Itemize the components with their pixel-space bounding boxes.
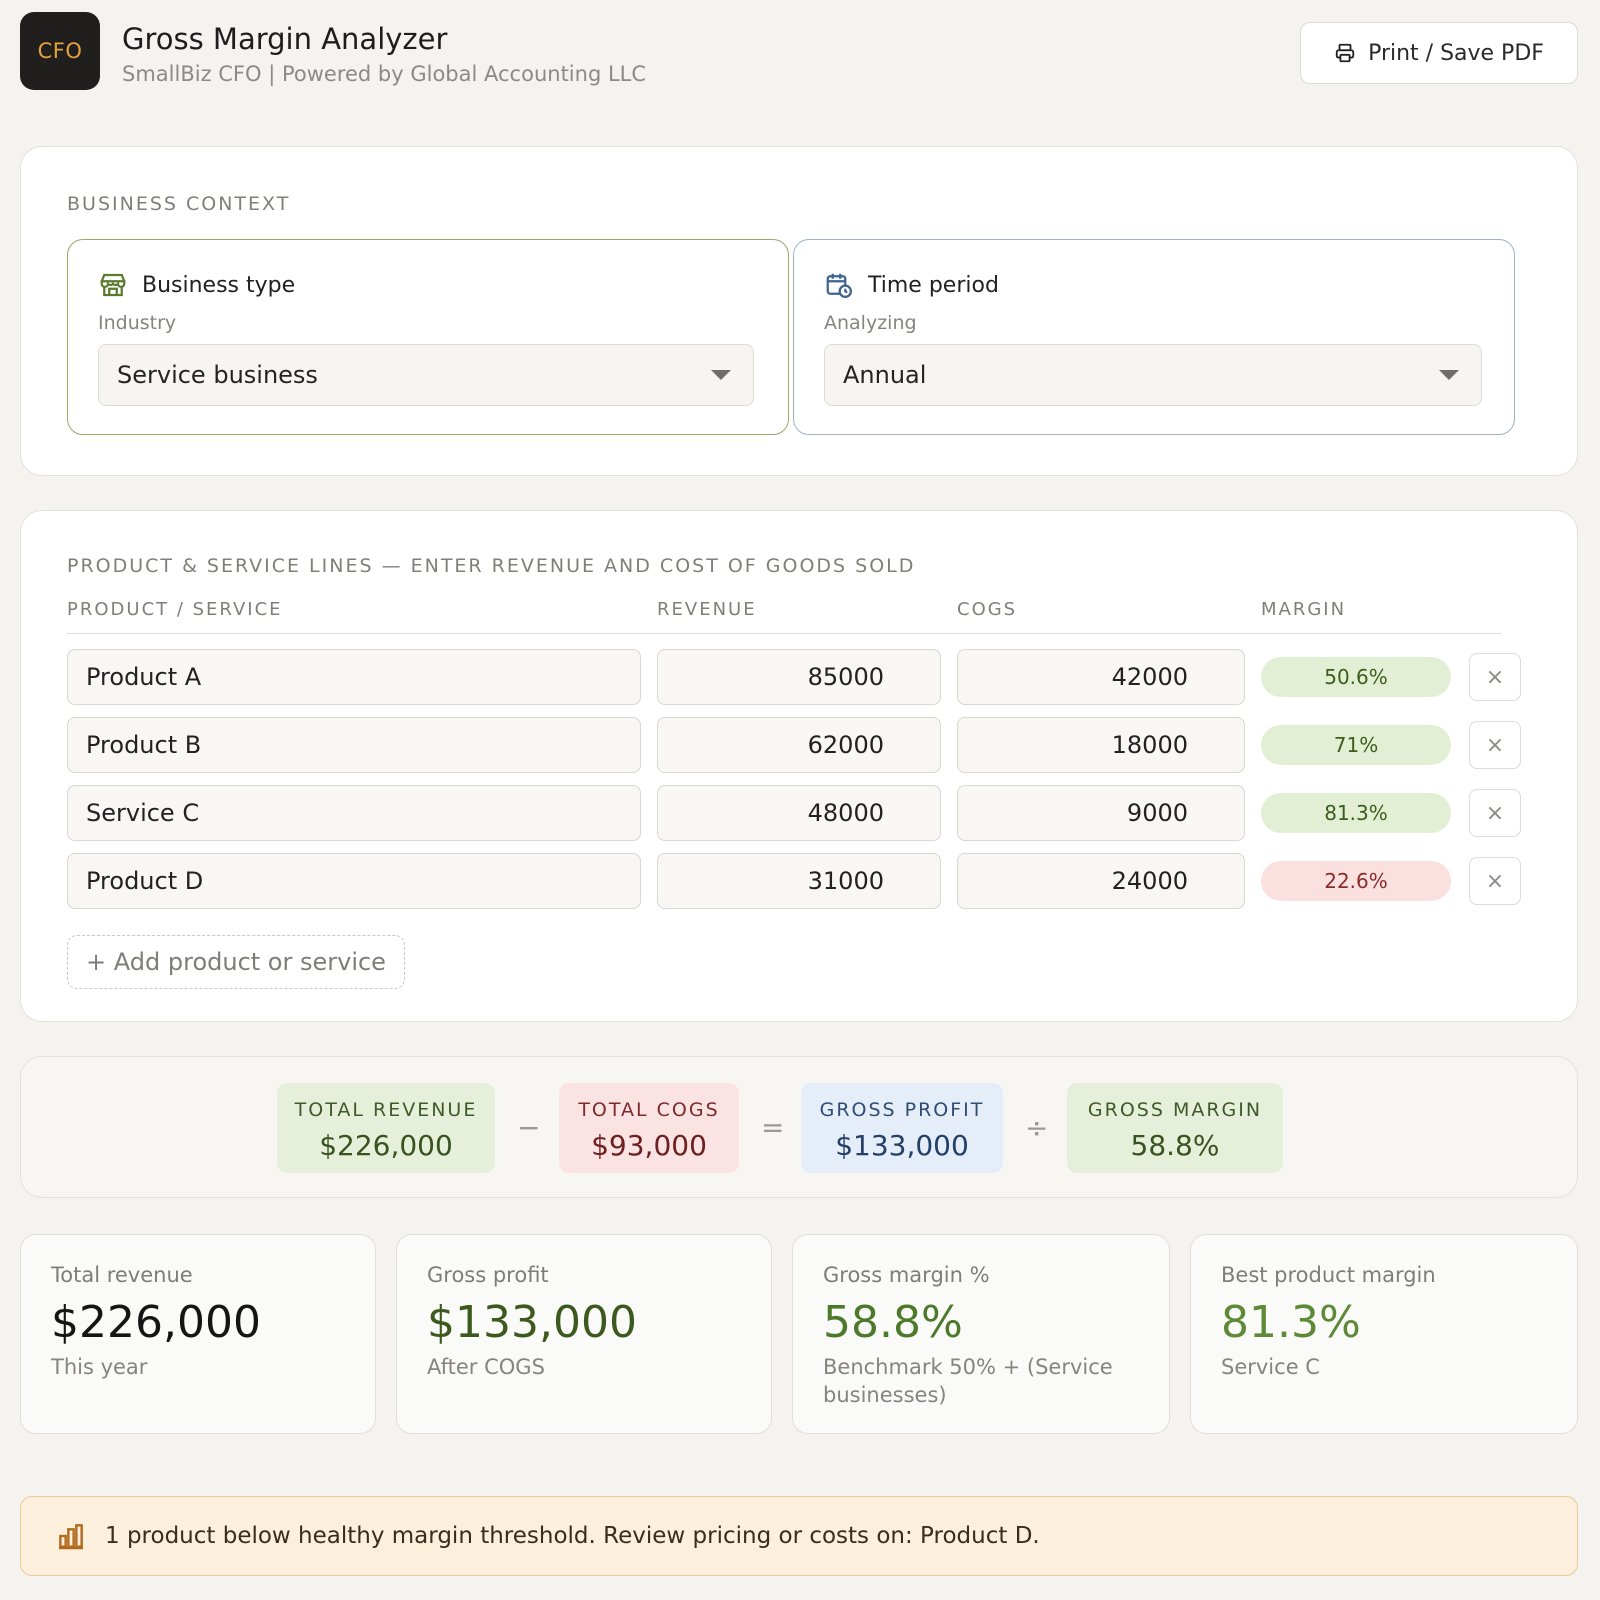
close-icon: × [1485, 664, 1505, 690]
column-header-revenue: REVENUE [657, 599, 757, 620]
stat-card-gross-profit: Gross profit $133,000 After COGS [396, 1234, 772, 1434]
app-subtitle: SmallBiz CFO | Powered by Global Account… [122, 62, 647, 86]
bar-chart-icon [59, 1524, 83, 1550]
product-name-input[interactable]: Product A [67, 649, 641, 705]
stat-label: Best product margin [1221, 1263, 1436, 1287]
printer-icon [1335, 43, 1355, 63]
table-row: Product B 62000 18000 71% × [21, 717, 1577, 773]
equals-operator: = [761, 1111, 785, 1144]
stat-value: 81.3% [1221, 1297, 1361, 1348]
business-type-panel: Business type Industry Service business [67, 239, 789, 435]
stat-card-gross-margin: Gross margin % 58.8% Benchmark 50% + (Se… [792, 1234, 1170, 1434]
time-period-title: Time period [868, 272, 999, 298]
close-icon: × [1485, 868, 1505, 894]
business-type-select[interactable]: Service business [98, 344, 754, 406]
column-header-product: PRODUCT / SERVICE [67, 599, 283, 620]
stat-label: Gross profit [427, 1263, 549, 1287]
gross-margin-box: GROSS MARGIN 58.8% [1067, 1083, 1283, 1173]
revenue-input[interactable]: 48000 [657, 785, 941, 841]
logo-text: CFO [37, 39, 83, 63]
total-revenue-value: $226,000 [319, 1129, 453, 1162]
total-revenue-box: TOTAL REVENUE $226,000 [277, 1083, 495, 1173]
time-period-select[interactable]: Annual [824, 344, 1482, 406]
stat-note: This year [51, 1355, 148, 1379]
header-divider [67, 633, 1501, 634]
table-row: Product A 85000 42000 50.6% × [21, 649, 1577, 705]
cogs-input[interactable]: 24000 [957, 853, 1245, 909]
column-header-cogs: COGS [957, 599, 1018, 620]
chevron-down-icon [711, 370, 731, 380]
table-row: Product D 31000 24000 22.6% × [21, 853, 1577, 909]
stat-note: After COGS [427, 1355, 545, 1379]
time-period-value: Annual [843, 361, 927, 389]
stat-card-best-margin: Best product margin 81.3% Service C [1190, 1234, 1578, 1434]
product-lines-label: PRODUCT & SERVICE LINES — ENTER REVENUE … [67, 555, 916, 577]
stat-value: $226,000 [51, 1297, 261, 1348]
revenue-input[interactable]: 31000 [657, 853, 941, 909]
margin-badge: 22.6% [1261, 861, 1451, 901]
time-period-header: Time period [824, 270, 999, 300]
app-title: Gross Margin Analyzer [122, 22, 448, 56]
business-type-title: Business type [142, 272, 296, 298]
total-cogs-value: $93,000 [591, 1129, 707, 1162]
time-period-panel: Time period Analyzing Annual [793, 239, 1515, 435]
gross-profit-label: GROSS PROFIT [819, 1099, 985, 1121]
table-row: Service C 48000 9000 81.3% × [21, 785, 1577, 841]
margin-badge: 50.6% [1261, 657, 1451, 697]
cogs-input[interactable]: 42000 [957, 649, 1245, 705]
stat-value: $133,000 [427, 1297, 637, 1348]
stat-label: Total revenue [51, 1263, 193, 1287]
close-icon: × [1485, 800, 1505, 826]
storefront-icon [100, 273, 126, 297]
business-type-header: Business type [98, 270, 295, 300]
total-cogs-label: TOTAL COGS [578, 1099, 720, 1121]
remove-row-button[interactable]: × [1469, 789, 1521, 837]
industry-label: Industry [98, 312, 177, 334]
business-context-label: BUSINESS CONTEXT [67, 193, 291, 215]
remove-row-button[interactable]: × [1469, 653, 1521, 701]
remove-row-button[interactable]: × [1469, 857, 1521, 905]
divide-operator: ÷ [1025, 1111, 1049, 1144]
business-type-value: Service business [117, 361, 318, 389]
revenue-input[interactable]: 62000 [657, 717, 941, 773]
margin-badge: 81.3% [1261, 793, 1451, 833]
stat-label: Gross margin % [823, 1263, 990, 1287]
minus-operator: − [517, 1111, 541, 1144]
product-name-input[interactable]: Product D [67, 853, 641, 909]
print-button[interactable]: Print / Save PDF [1300, 22, 1578, 84]
stat-value: 58.8% [823, 1297, 963, 1348]
total-cogs-box: TOTAL COGS $93,000 [559, 1083, 739, 1173]
cogs-input[interactable]: 9000 [957, 785, 1245, 841]
stat-card-total-revenue: Total revenue $226,000 This year [20, 1234, 376, 1434]
column-header-margin: MARGIN [1261, 599, 1347, 620]
margin-badge: 71% [1261, 725, 1451, 765]
revenue-input[interactable]: 85000 [657, 649, 941, 705]
close-icon: × [1485, 732, 1505, 758]
analyzing-label: Analyzing [824, 312, 917, 334]
gross-margin-value: 58.8% [1130, 1129, 1220, 1162]
gross-profit-value: $133,000 [835, 1129, 969, 1162]
margin-alert: 1 product below healthy margin threshold… [20, 1496, 1578, 1576]
cogs-input[interactable]: 18000 [957, 717, 1245, 773]
stat-note: Benchmark 50% + (Service businesses) [823, 1355, 1113, 1407]
print-button-label: Print / Save PDF [1368, 40, 1544, 66]
gross-margin-label: GROSS MARGIN [1087, 1099, 1263, 1121]
calendar-clock-icon [826, 273, 852, 298]
product-name-input[interactable]: Service C [67, 785, 641, 841]
product-name-input[interactable]: Product B [67, 717, 641, 773]
app-logo: CFO [20, 12, 100, 90]
add-product-button[interactable]: + Add product or service [67, 935, 405, 989]
alert-text: 1 product below healthy margin threshold… [105, 1523, 1040, 1549]
app-header: CFO Gross Margin Analyzer SmallBiz CFO |… [20, 12, 1578, 92]
formula-strip: TOTAL REVENUE $226,000 − TOTAL COGS $93,… [20, 1056, 1578, 1198]
product-lines-card: PRODUCT & SERVICE LINES — ENTER REVENUE … [20, 510, 1578, 1022]
remove-row-button[interactable]: × [1469, 721, 1521, 769]
total-revenue-label: TOTAL REVENUE [294, 1099, 478, 1121]
business-context-card: BUSINESS CONTEXT Business type Industry … [20, 146, 1578, 476]
add-product-label: + Add product or service [86, 948, 386, 976]
chevron-down-icon [1439, 370, 1459, 380]
gross-profit-box: GROSS PROFIT $133,000 [801, 1083, 1003, 1173]
stat-note: Service C [1221, 1355, 1320, 1379]
